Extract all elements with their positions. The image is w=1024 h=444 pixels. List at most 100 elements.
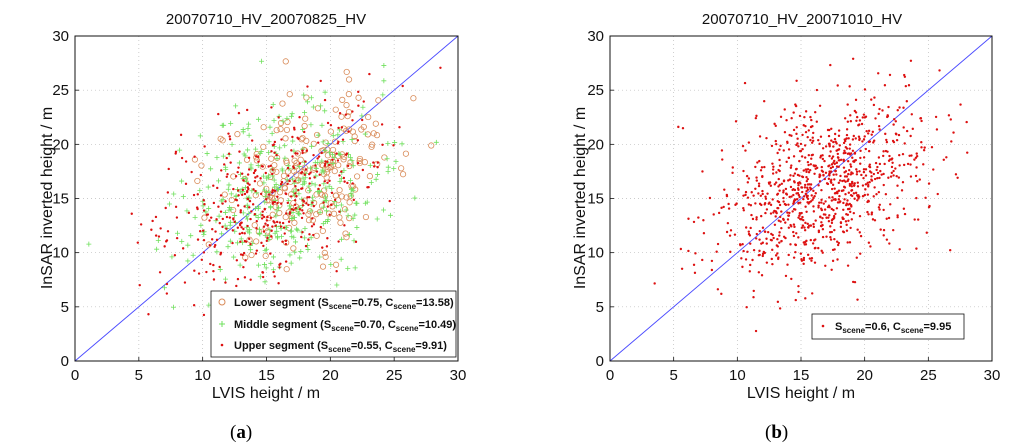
data-point	[792, 155, 796, 158]
data-point	[255, 249, 259, 252]
data-point	[752, 194, 755, 197]
data-point	[784, 221, 787, 224]
data-point	[881, 109, 884, 112]
data-point	[274, 224, 277, 227]
data-point	[206, 302, 212, 308]
data-point	[780, 182, 784, 186]
data-point	[791, 210, 794, 213]
data-point	[828, 214, 831, 217]
data-point	[697, 216, 700, 219]
data-point	[755, 176, 758, 179]
y-tick-label: 20	[587, 136, 604, 153]
data-point	[284, 239, 288, 243]
data-point	[701, 258, 704, 262]
x-tick-label: 25	[386, 367, 403, 384]
data-point	[368, 143, 375, 150]
data-point	[271, 202, 274, 205]
data-point	[855, 115, 859, 119]
data-point	[782, 191, 785, 194]
data-point	[755, 179, 758, 182]
data-point	[151, 219, 154, 223]
data-point	[795, 192, 798, 195]
data-point	[757, 182, 761, 185]
data-point	[806, 160, 810, 164]
data-point	[251, 222, 258, 229]
data-point	[835, 207, 839, 210]
data-point	[820, 221, 823, 224]
data-point	[262, 194, 268, 200]
data-point	[231, 241, 234, 245]
data-point	[889, 203, 892, 206]
data-point	[807, 202, 810, 205]
data-point	[851, 138, 855, 141]
data-point	[945, 156, 948, 159]
data-point	[339, 96, 346, 103]
data-point	[952, 131, 955, 134]
data-point	[304, 168, 308, 171]
data-point	[861, 116, 864, 119]
data-point	[849, 114, 852, 117]
data-point	[253, 179, 257, 183]
data-point	[374, 216, 380, 222]
data-point	[238, 236, 244, 242]
data-point	[345, 76, 353, 83]
data-point	[810, 257, 814, 260]
data-point	[764, 197, 768, 200]
data-point	[236, 277, 240, 281]
data-point	[231, 254, 237, 260]
data-point	[914, 174, 918, 178]
data-point	[856, 185, 860, 188]
data-point	[179, 238, 185, 244]
data-point	[302, 200, 306, 203]
data-point	[828, 154, 831, 158]
data-point	[316, 141, 320, 144]
data-point	[291, 219, 298, 226]
x-tick-label: 5	[669, 367, 677, 384]
data-point	[787, 226, 791, 229]
data-point	[806, 168, 810, 171]
data-point	[833, 132, 837, 136]
data-point	[235, 259, 239, 262]
data-point	[808, 186, 812, 189]
data-point	[799, 201, 802, 204]
data-point	[270, 191, 274, 194]
data-point	[888, 73, 892, 77]
data-point	[280, 138, 283, 141]
data-point	[384, 156, 390, 162]
data-point	[746, 196, 750, 199]
data-point	[209, 216, 213, 219]
data-point	[825, 182, 829, 185]
data-point	[338, 210, 341, 213]
data-point	[212, 184, 215, 187]
data-point	[232, 212, 238, 218]
data-point	[245, 126, 251, 132]
data-point	[864, 174, 868, 177]
data-point	[850, 218, 853, 221]
data-point	[770, 257, 773, 261]
data-point	[321, 169, 327, 175]
data-point	[841, 179, 844, 183]
data-point	[774, 215, 777, 218]
data-point	[249, 278, 252, 281]
data-point	[846, 241, 849, 244]
data-point	[216, 178, 222, 184]
data-point	[800, 211, 803, 215]
data-point	[336, 214, 343, 221]
data-point	[296, 191, 302, 197]
data-point	[254, 252, 258, 255]
data-point	[804, 205, 807, 208]
data-point	[244, 240, 248, 243]
data-point	[898, 153, 901, 157]
data-point	[849, 152, 853, 155]
data-point	[311, 217, 314, 220]
data-point	[930, 146, 934, 149]
data-point	[313, 173, 319, 179]
data-point	[761, 175, 764, 178]
data-point	[802, 262, 805, 266]
data-point	[858, 138, 861, 142]
data-point	[331, 168, 338, 175]
data-point	[219, 231, 225, 237]
x-tick-label: 0	[606, 367, 614, 384]
data-point	[205, 213, 209, 216]
data-point	[911, 127, 914, 131]
